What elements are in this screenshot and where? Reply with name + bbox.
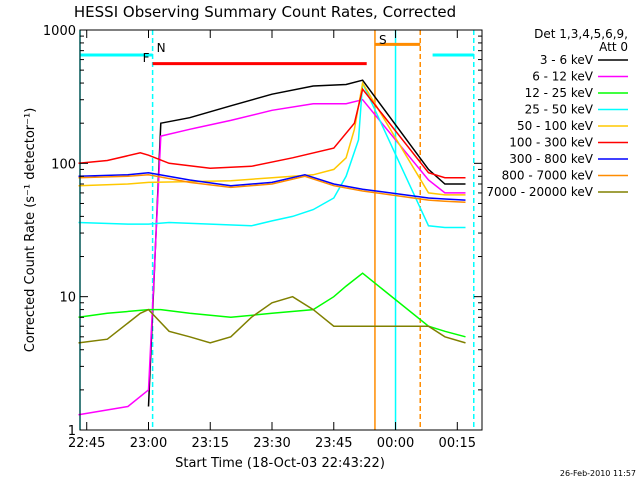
x-axis-label: Start Time (18-Oct-03 22:43:22) xyxy=(175,456,385,471)
x-tick-label: 22:45 xyxy=(68,436,105,451)
legend-label: 50 - 100 keV xyxy=(517,119,594,133)
series-line xyxy=(78,87,466,179)
x-tick-label: 00:00 xyxy=(377,436,414,451)
series-line xyxy=(78,272,466,338)
chart-marks: NF S xyxy=(78,30,475,430)
marker-label: S xyxy=(379,33,387,47)
legend-label: 25 - 50 keV xyxy=(525,103,594,117)
legend-label: 800 - 7000 keV xyxy=(502,169,594,183)
marker-label: F xyxy=(143,51,150,65)
chart-title: HESSI Observing Summary Count Rates, Cor… xyxy=(74,3,456,21)
legend-header: Det 1,3,4,5,6,9, xyxy=(534,27,628,41)
series-line xyxy=(78,171,466,201)
legend-header: Att 0 xyxy=(599,40,628,54)
x-tick-label: 23:30 xyxy=(253,436,290,451)
series-line xyxy=(78,295,466,344)
x-tick-label: 23:45 xyxy=(315,436,352,451)
y-tick-label: 1 xyxy=(68,424,76,439)
y-tick-label: 1000 xyxy=(43,24,76,39)
legend-label: 12 - 25 keV xyxy=(525,86,594,100)
x-tick-label: 23:15 xyxy=(192,436,229,451)
series-line xyxy=(78,174,466,204)
series-line xyxy=(78,80,466,196)
x-tick-label: 00:15 xyxy=(439,436,476,451)
y-axis-label: Corrected Count Rate (s⁻¹ detector⁻¹) xyxy=(23,108,38,353)
x-tick-label: 23:00 xyxy=(130,436,167,451)
legend-label: 7000 - 20000 keV xyxy=(486,185,593,199)
plot-frame xyxy=(79,29,483,431)
y-tick-label: 10 xyxy=(59,291,76,306)
legend-label: 3 - 6 keV xyxy=(540,53,594,67)
legend-label: 300 - 800 keV xyxy=(509,152,593,166)
series-line xyxy=(78,98,466,416)
y-tick-label: 100 xyxy=(51,157,76,172)
marker-label: N xyxy=(157,41,166,55)
x-axis: 22:45 23:00 23:15 23:30 23:45 00:00 00:15 xyxy=(68,30,476,451)
legend-label: 6 - 12 keV xyxy=(532,70,594,84)
series-line xyxy=(147,79,466,407)
y-axis: 1 10 100 1000 xyxy=(43,24,482,439)
series-line xyxy=(78,82,466,229)
timestamp: 26-Feb-2010 11:57 xyxy=(560,469,636,478)
legend: Det 1,3,4,5,6,9,Att 0 3 - 6 keV 6 - 12 keV… xyxy=(486,27,628,199)
legend-label: 100 - 300 keV xyxy=(509,136,593,150)
